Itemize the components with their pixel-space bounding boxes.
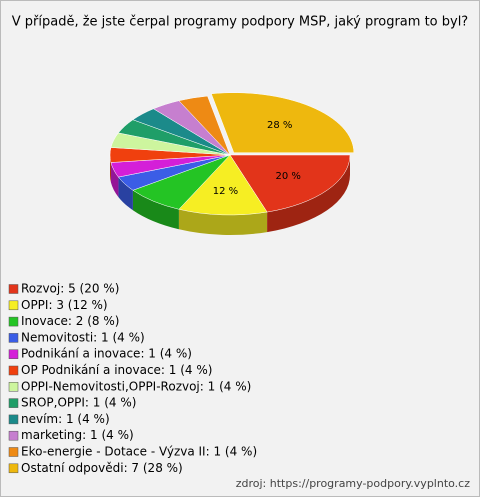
legend-swatch (8, 300, 19, 311)
legend-swatch (8, 316, 19, 327)
slice-side (178, 209, 268, 236)
slice-side (267, 155, 350, 233)
legend-label: OPPI: 3 (12 %) (21, 298, 108, 312)
legend-swatch (8, 382, 19, 392)
legend-label: Eko-energie - Dotace - Výzva II: 1 (4 %) (21, 445, 257, 459)
slice-side (132, 190, 179, 230)
slice (178, 95, 231, 156)
legend-swatch (8, 333, 19, 343)
legend-swatch (8, 365, 19, 376)
data-label: 28 % (267, 120, 292, 131)
slice-side (110, 162, 119, 198)
legend-swatch (8, 447, 19, 457)
legend-swatch (8, 284, 19, 294)
legend-label: Podnikání a inovace: 1 (4 %) (21, 347, 192, 361)
legend-swatch (8, 463, 19, 474)
legend-label: Nemovitosti: 1 (4 %) (21, 330, 145, 344)
legend-label: OPPI-Nemovitosti,OPPI-Rozvoj: 1 (4 %) (21, 379, 251, 393)
slice-side (118, 177, 133, 211)
legend-label: Ostatní odpovědi: 7 (28 %) (21, 461, 183, 475)
legend-swatch (8, 430, 19, 441)
legend-label: Rozvoj: 5 (20 %) (21, 282, 119, 296)
legend-label: Inovace: 2 (8 %) (21, 314, 119, 328)
legend-swatch (8, 414, 19, 425)
legend-swatch (8, 398, 19, 408)
data-label: 20 % (276, 171, 301, 182)
slice (210, 92, 355, 153)
slice (229, 154, 351, 213)
data-label: 12 % (213, 186, 238, 197)
legend-swatch (8, 349, 19, 359)
legend-label: SROP,OPPI: 1 (4 %) (21, 396, 136, 410)
legend-label: OP Podnikání a inovace: 1 (4 %) (21, 363, 212, 377)
legend-label: marketing: 1 (4 %) (21, 428, 134, 442)
slice (178, 154, 268, 216)
source: zdroj: https://programy-podpory.vyplnto.… (236, 477, 470, 490)
chart-title: V případě, že jste čerpal programy podpo… (12, 15, 468, 30)
legend-label: nevím: 1 (4 %) (21, 412, 110, 426)
